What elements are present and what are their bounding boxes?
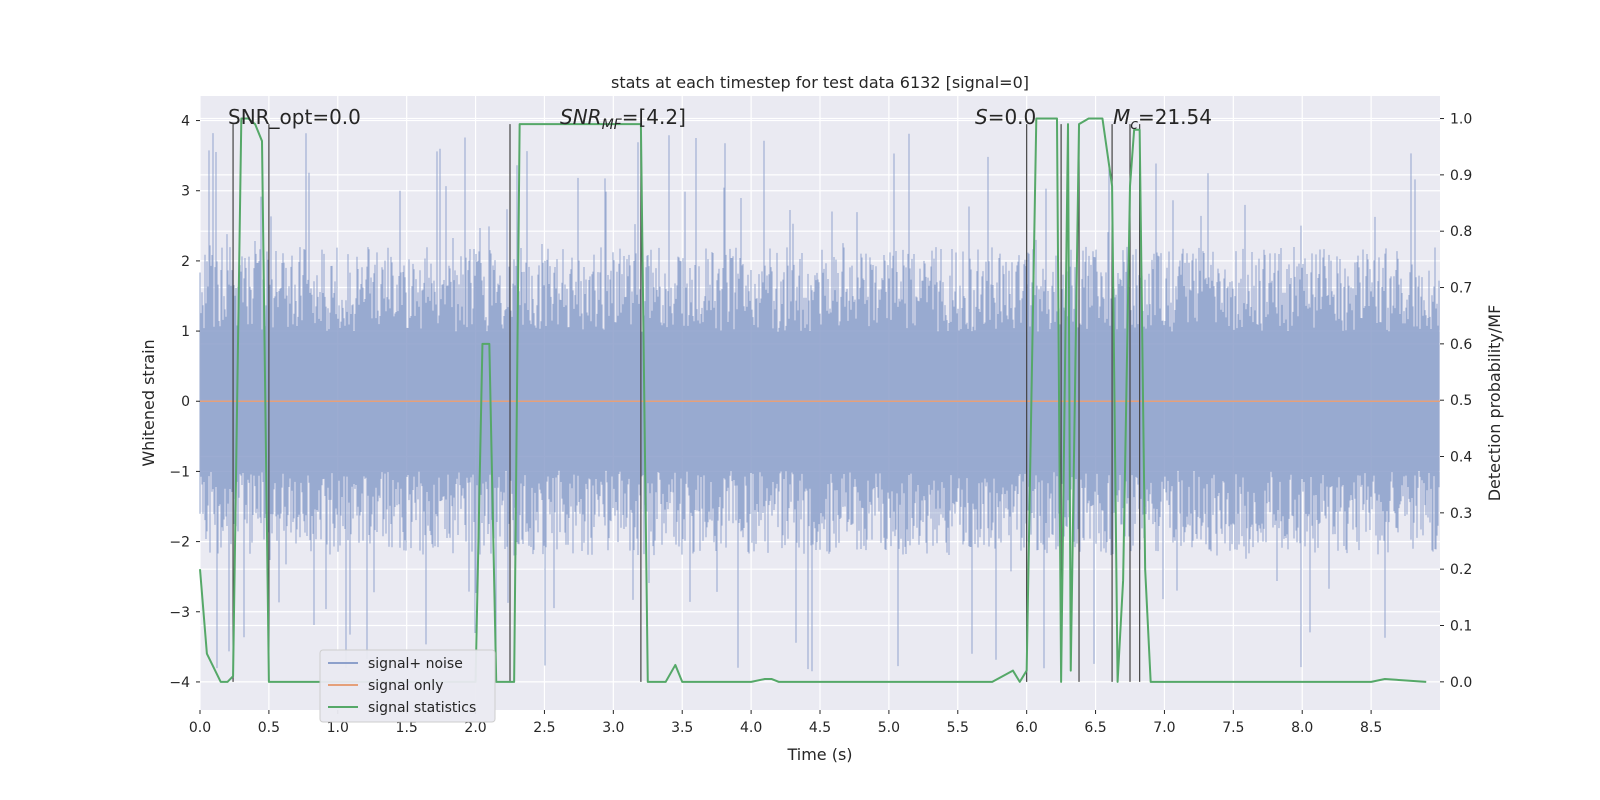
legend-label-signal-noise: signal+ noise — [368, 656, 463, 672]
x-tick-label: 6.5 — [1084, 720, 1106, 736]
y-tick-label: −4 — [169, 675, 190, 691]
x-tick-label: 5.0 — [878, 720, 900, 736]
x-tick-label: 8.0 — [1291, 720, 1313, 736]
y-axis-ticks: −4 −3 −2 −1 0 1 2 3 4 — [169, 114, 200, 691]
x-tick-label: 2.5 — [533, 720, 555, 736]
x-tick-label: 7.0 — [1153, 720, 1175, 736]
yr-tick-label: 0.5 — [1450, 393, 1472, 409]
x-tick-label: 2.0 — [464, 720, 486, 736]
x-tick-label: 6.0 — [1016, 720, 1038, 736]
legend-label-signal-statistics: signal statistics — [368, 700, 476, 716]
y-right-axis-label: Detection probability/MF — [1485, 305, 1504, 502]
x-tick-label: 7.5 — [1222, 720, 1244, 736]
legend-label-signal-only: signal only — [368, 678, 443, 694]
yr-tick-label: 1.0 — [1450, 112, 1472, 128]
yr-tick-label: 0.1 — [1450, 619, 1472, 635]
x-axis-ticks: 0.0 0.5 1.0 1.5 2.0 2.5 3.0 3.5 4.0 4.5 5.0 5.5 6.0 6… — [189, 710, 1382, 736]
annotation-mc: Mc=21.54 — [1113, 105, 1212, 133]
yr-tick-label: 0.2 — [1450, 562, 1472, 578]
x-tick-label: 4.0 — [740, 720, 762, 736]
yr-tick-label: 0.9 — [1450, 168, 1472, 184]
x-tick-label: 8.5 — [1360, 720, 1382, 736]
x-tick-label: 3.0 — [602, 720, 624, 736]
y-tick-label: −3 — [169, 605, 190, 621]
legend: signal+ noise signal only signal statist… — [319, 649, 496, 723]
yr-tick-label: 0.0 — [1450, 675, 1472, 691]
x-tick-label: 4.5 — [809, 720, 831, 736]
y-tick-label: 2 — [181, 254, 190, 270]
yr-tick-label: 0.7 — [1450, 281, 1472, 297]
x-tick-label: 0.5 — [258, 720, 280, 736]
y-tick-label: 0 — [181, 394, 190, 410]
x-tick-label: 0.0 — [189, 720, 211, 736]
x-tick-label: 1.0 — [327, 720, 349, 736]
y-tick-label: 3 — [181, 184, 190, 200]
x-tick-label: 3.5 — [671, 720, 693, 736]
annotation-snr-opt: SNR_opt=0.0 — [228, 105, 361, 129]
yr-tick-label: 0.4 — [1450, 450, 1472, 466]
yr-tick-label: 0.8 — [1450, 224, 1472, 240]
y-tick-label: −1 — [169, 464, 190, 480]
y-tick-label: −2 — [169, 535, 190, 551]
legend-box — [319, 649, 496, 723]
x-axis-label: Time (s) — [786, 745, 852, 764]
x-tick-label: 5.5 — [947, 720, 969, 736]
annotation-s: S=0.0 — [975, 105, 1036, 129]
annotation-snr-mf: SNRMF=[4.2] — [560, 105, 686, 133]
annotations: SNR_opt=0.0 SNRMF=[4.2] S=0.0 Mc=21.54 — [228, 105, 1212, 133]
series-signal-noise — [199, 133, 1440, 672]
yr-tick-label: 0.6 — [1450, 337, 1472, 353]
y-tick-label: 1 — [181, 324, 190, 340]
signal-statistics-line — [199, 117, 1427, 683]
series-signal-statistics — [199, 117, 1427, 683]
y-axis-label: Whitened strain — [139, 339, 158, 466]
chart-title: stats at each timestep for test data 613… — [611, 73, 1029, 92]
x-tick-label: 1.5 — [396, 720, 418, 736]
y-tick-label: 4 — [181, 114, 190, 130]
y-right-axis-ticks: 0.0 0.1 0.2 0.3 0.4 0.5 0.6 0.7 0.8 0.9 1.0 — [1440, 112, 1472, 691]
yr-tick-label: 0.3 — [1450, 506, 1472, 522]
